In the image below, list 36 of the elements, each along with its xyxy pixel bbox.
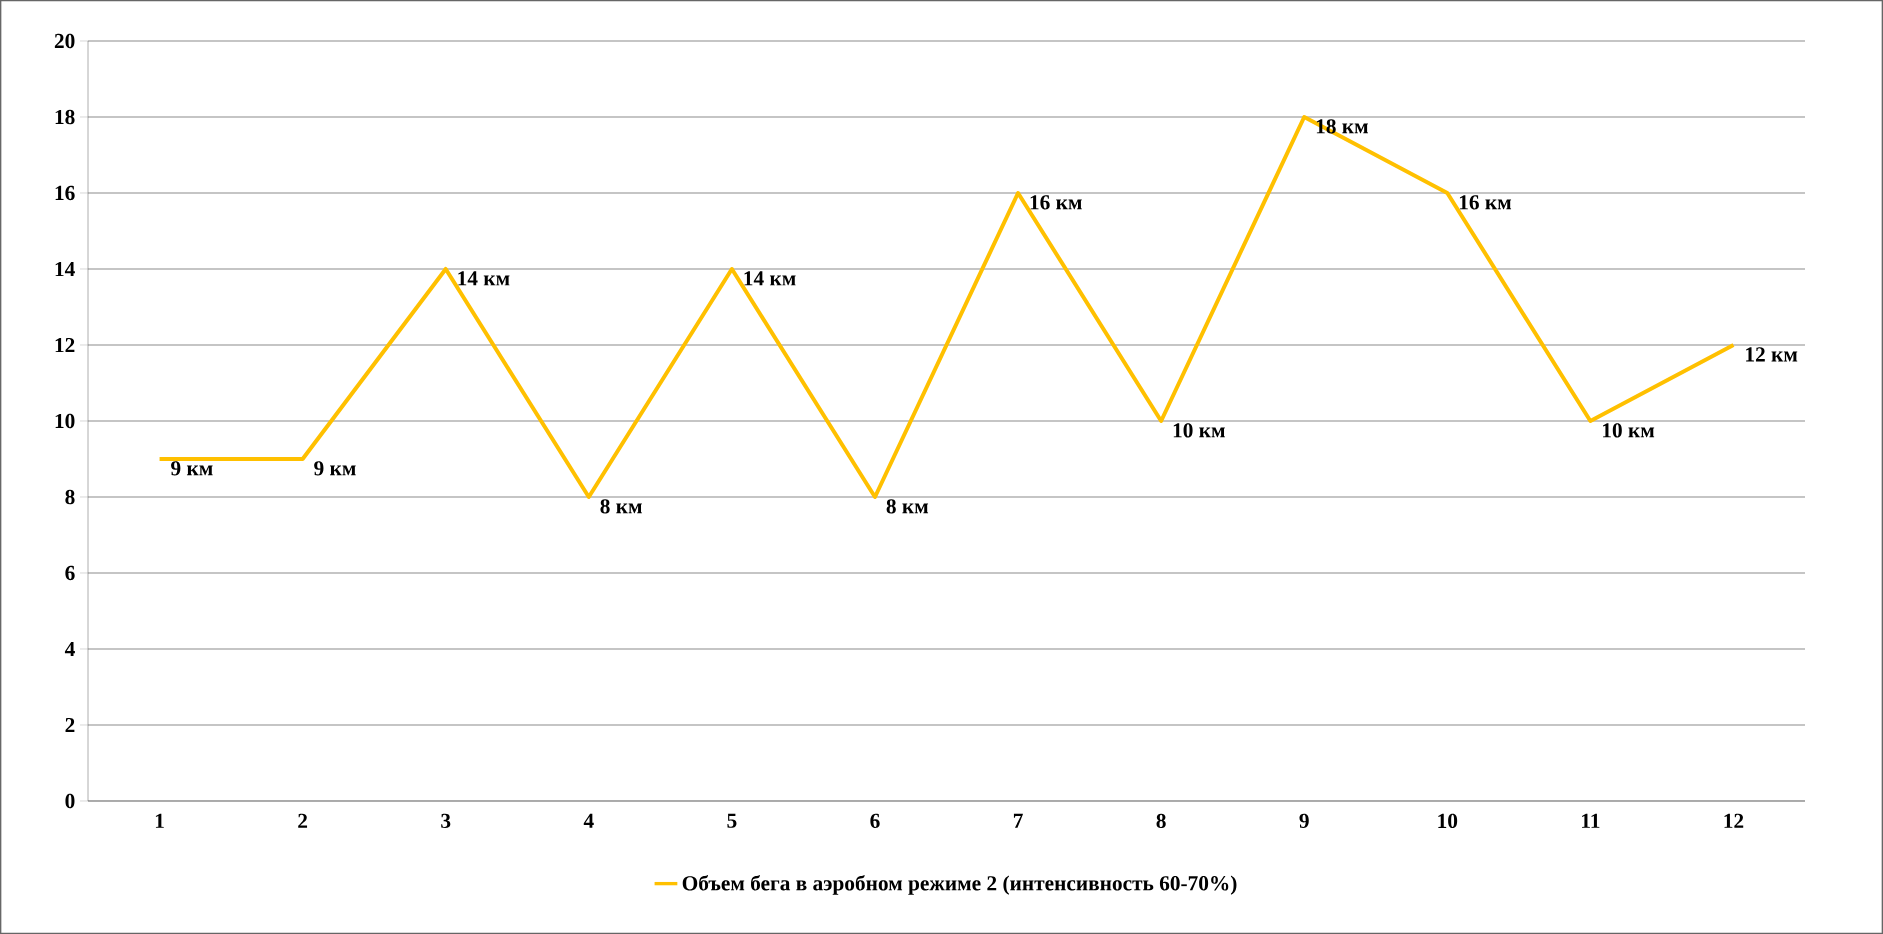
y-tick-label: 20 (54, 33, 75, 49)
data-label: 12 км (1746, 347, 1798, 362)
data-label: 14 км (458, 271, 510, 286)
y-tick-label: 10 (55, 413, 75, 429)
y-tick-label: 12 (55, 337, 75, 353)
y-tick-label: 18 (55, 109, 75, 125)
data-label: 14 км (744, 271, 796, 286)
x-tick-label: 1 (155, 813, 164, 828)
data-label: 10 км (1173, 423, 1225, 438)
y-tick-label: 6 (65, 565, 75, 581)
x-tick-label: 8 (1156, 813, 1166, 829)
x-tick-label: 5 (727, 813, 737, 828)
data-label: 10 км (1603, 423, 1655, 438)
data-label: 9 км (314, 461, 356, 476)
x-tick-label: 9 (1299, 813, 1309, 829)
x-tick-label: 11 (1582, 813, 1600, 828)
y-tick-label: 16 (55, 185, 75, 201)
y-tick-label: 14 (55, 261, 75, 277)
data-label: 8 км (600, 499, 642, 514)
x-tick-label: 12 (1724, 813, 1744, 828)
y-tick-label: 4 (64, 641, 75, 657)
data-label: 8 км (886, 499, 929, 514)
data-label: 16 км (1030, 195, 1082, 210)
x-tick-label: 3 (441, 813, 451, 829)
line-series (157, 114, 1736, 499)
y-tick-label: 8 (65, 489, 75, 505)
data-label: 9 км (171, 461, 213, 476)
x-tick-label: 6 (870, 813, 880, 829)
x-tick-label: 4 (583, 813, 594, 828)
x-tick-label: 7 (1013, 813, 1023, 828)
y-tick-label: 0 (65, 793, 75, 809)
data-label: 16 км (1459, 195, 1512, 210)
legend-label: Объем бега в аэробном режиме 2 (интенсивность 60-70%) (682, 874, 1237, 895)
y-tick-label: 2 (65, 717, 75, 733)
x-tick-label: 2 (298, 813, 308, 828)
x-tick-label: 10 (1438, 813, 1458, 829)
